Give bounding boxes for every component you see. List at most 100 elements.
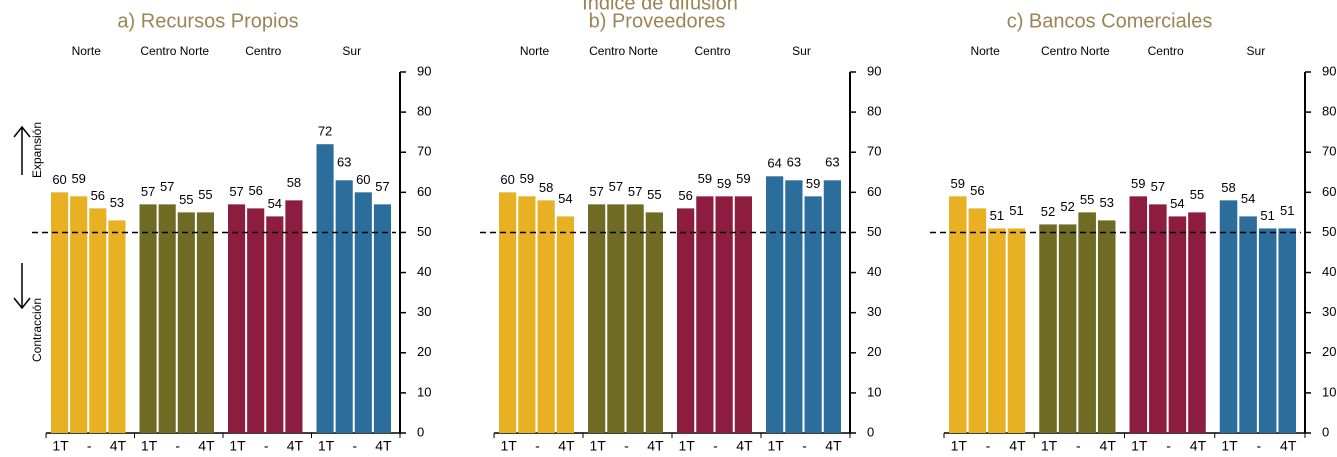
x-tick-label: 4T	[198, 438, 215, 454]
value-label: 51	[990, 208, 1004, 223]
y-tick-label: 80	[417, 104, 431, 119]
y-tick-label: 40	[417, 264, 431, 279]
x-tick-label: 4T	[736, 438, 753, 454]
value-label: 55	[179, 192, 193, 207]
value-label: 59	[1131, 176, 1145, 191]
group-label: Centro	[245, 44, 281, 58]
bar	[70, 196, 88, 433]
x-tick-label: -	[175, 438, 180, 454]
bar	[177, 212, 195, 433]
annotation: Contracción	[30, 298, 44, 362]
bar	[316, 144, 334, 433]
value-label: 59	[520, 171, 534, 186]
value-label: 54	[268, 196, 282, 211]
group-label: Sur	[342, 44, 361, 58]
x-tick-label: -	[1076, 438, 1081, 454]
bar	[196, 212, 214, 433]
value-label: 59	[736, 171, 750, 186]
group-label: Centro	[1148, 44, 1184, 58]
y-tick-label: 30	[417, 304, 431, 319]
x-tick-label: 4T	[647, 438, 664, 454]
y-tick-label: 10	[867, 384, 881, 399]
group-label: Norte	[970, 44, 1000, 58]
value-label: 54	[558, 191, 572, 206]
y-tick-label: 0	[867, 424, 874, 439]
bar	[1188, 212, 1206, 433]
bar	[1239, 216, 1257, 433]
x-tick-label: 4T	[1280, 438, 1297, 454]
bar	[1168, 216, 1187, 433]
value-label: 55	[1080, 192, 1094, 207]
x-tick-label: 4T	[110, 438, 127, 454]
x-tick-label: -	[535, 438, 540, 454]
value-label: 60	[500, 172, 514, 187]
group-label: Norte	[520, 44, 550, 58]
value-label: 57	[141, 184, 155, 199]
x-tick-label: 1T	[52, 438, 69, 454]
bar	[823, 180, 841, 433]
value-label: 57	[160, 179, 174, 194]
panel-title: b) Proveedores	[589, 10, 726, 32]
y-tick-label: 50	[867, 224, 881, 239]
value-label: 55	[647, 187, 661, 202]
y-tick-label: 90	[1322, 63, 1336, 78]
down-arrow	[13, 263, 31, 310]
value-label: 58	[539, 180, 553, 195]
x-tick-label: 1T	[318, 438, 335, 454]
group-label: Sur	[1247, 44, 1266, 58]
y-tick-label: 10	[417, 384, 431, 399]
bar	[715, 196, 733, 433]
bar	[266, 216, 284, 433]
bar	[108, 220, 126, 433]
value-label: 63	[825, 155, 839, 170]
group-label: Centro Norte	[140, 44, 209, 58]
y-tick-label: 70	[417, 144, 431, 159]
bar	[139, 204, 157, 433]
bar	[228, 204, 246, 433]
bar	[988, 228, 1006, 433]
value-label: 51	[1260, 208, 1274, 223]
x-tick-label: 1T	[141, 438, 158, 454]
value-label: 51	[1280, 203, 1294, 218]
x-tick-label: 1T	[1041, 438, 1058, 454]
bar	[1097, 220, 1116, 433]
bar	[373, 204, 391, 433]
y-tick-label: 60	[867, 184, 881, 199]
y-tick-label: 0	[1322, 424, 1329, 439]
x-tick-label: -	[1166, 438, 1171, 454]
value-label: 57	[229, 184, 243, 199]
x-tick-label: 4T	[1009, 438, 1026, 454]
value-label: 64	[767, 156, 781, 171]
value-label: 56	[91, 188, 105, 203]
bar	[766, 176, 784, 434]
group-label: Norte	[72, 44, 102, 58]
bar	[677, 208, 695, 433]
x-tick-label: 4T	[558, 438, 575, 454]
bar	[518, 196, 536, 433]
x-tick-label: -	[352, 438, 357, 454]
x-tick-label: -	[264, 438, 269, 454]
x-tick-label: 4T	[825, 438, 842, 454]
bar	[247, 208, 265, 433]
x-tick-label: -	[802, 438, 807, 454]
bar	[1039, 224, 1057, 433]
x-tick-label: -	[624, 438, 629, 454]
x-tick-label: 4T	[1190, 438, 1207, 454]
value-label: 60	[356, 172, 370, 187]
value-label: 58	[287, 175, 301, 190]
value-label: 63	[787, 155, 801, 170]
y-tick-label: 60	[1322, 184, 1336, 199]
group-label: Sur	[792, 44, 811, 58]
y-tick-label: 10	[1322, 384, 1336, 399]
bar	[89, 208, 107, 433]
x-tick-label: 1T	[229, 438, 246, 454]
value-label: 59	[698, 171, 712, 186]
x-tick-label: 1T	[1221, 438, 1238, 454]
y-tick-label: 80	[1322, 104, 1336, 119]
y-tick-label: 0	[417, 424, 424, 439]
bar	[626, 204, 644, 433]
value-label: 59	[951, 176, 965, 191]
y-tick-label: 30	[867, 304, 881, 319]
x-tick-label: -	[1257, 438, 1262, 454]
x-tick-label: 4T	[287, 438, 304, 454]
